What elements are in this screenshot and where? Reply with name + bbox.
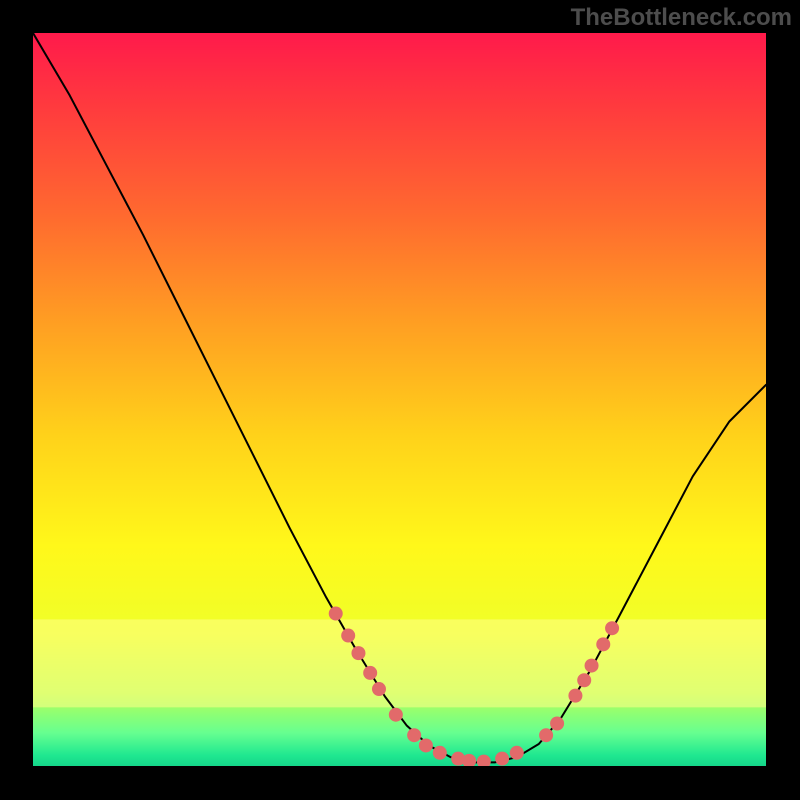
chart-overlay (33, 33, 766, 766)
data-marker (585, 659, 599, 673)
data-marker (596, 637, 610, 651)
data-marker (568, 689, 582, 703)
data-marker (419, 738, 433, 752)
data-marker (407, 728, 421, 742)
watermark-text: TheBottleneck.com (571, 4, 792, 32)
plot-area (33, 33, 766, 766)
data-marker (539, 728, 553, 742)
data-marker (389, 708, 403, 722)
chart-canvas: TheBottleneck.com (0, 0, 800, 800)
data-marker (577, 673, 591, 687)
data-marker (550, 716, 564, 730)
data-marker (510, 746, 524, 760)
data-marker (329, 607, 343, 621)
data-marker (495, 752, 509, 766)
highlight-band (33, 619, 766, 707)
data-marker (351, 646, 365, 660)
data-marker (341, 629, 355, 643)
data-marker (363, 666, 377, 680)
data-marker (433, 746, 447, 760)
data-marker (477, 755, 491, 766)
data-marker (372, 682, 386, 696)
data-marker (605, 621, 619, 635)
